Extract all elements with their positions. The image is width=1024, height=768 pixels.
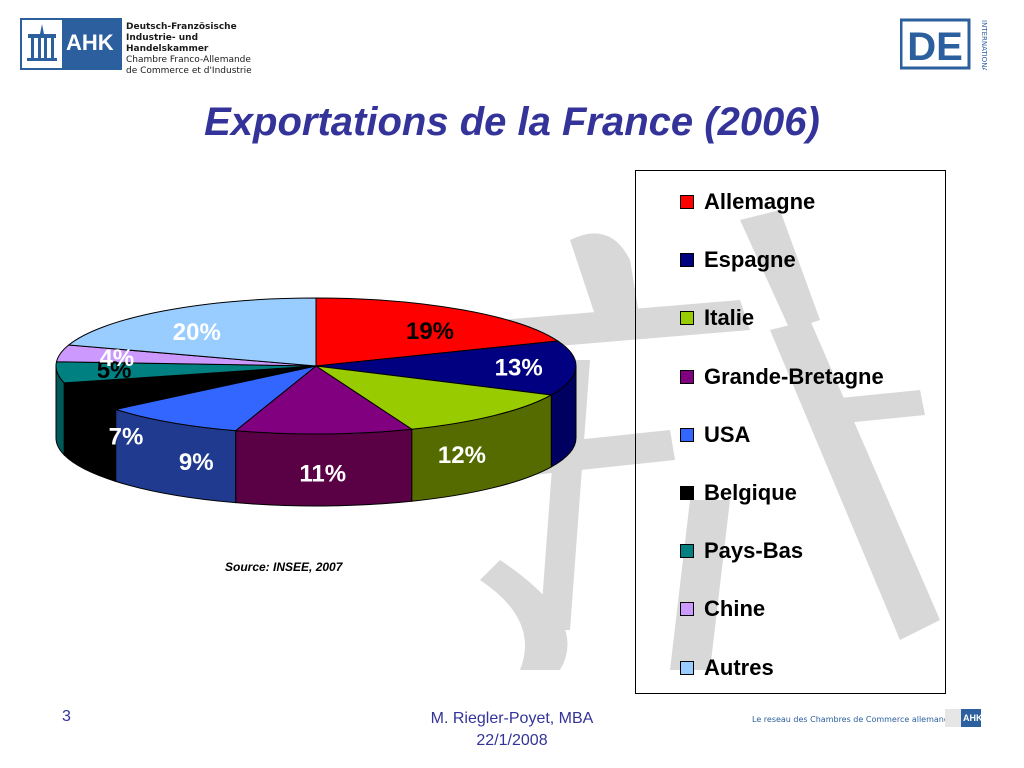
ahk-emblem: AHK [20, 18, 122, 70]
legend-label: Belgique [704, 480, 797, 505]
source-note: Source: INSEE, 2007 [225, 560, 343, 574]
footer-tagline: Le reseau des Chambres de Commerce allem… [752, 715, 959, 724]
pie-label-grande-bretagne: 11% [299, 461, 346, 488]
footer-author: M. Riegler-Poyet, MBA 22/1/2008 [380, 708, 644, 752]
legend-swatch [680, 253, 694, 268]
legend-swatch [680, 427, 694, 442]
pie-slice-grande-bretagne [234, 365, 414, 435]
legend-label: Espagne [704, 247, 796, 273]
footer-badge-text: AHK [963, 713, 983, 723]
legend-label: Allemagne [704, 189, 816, 214]
legend-label: USA [704, 421, 751, 447]
pie-label-pays-bas: 5% [97, 357, 132, 384]
legend-swatch [680, 195, 694, 209]
legend-label: Chine [704, 596, 766, 622]
footer-date: 22/1/2008 [476, 732, 548, 749]
pie-slice-espagne [315, 340, 577, 396]
legend-swatch [680, 544, 694, 559]
legend-label: Autres [704, 654, 774, 680]
page-number: 3 [62, 708, 71, 725]
pie-labels: 19% 13% 12% 11% 9% 7% 5%4% 20% [97, 318, 543, 488]
legend-swatch [680, 602, 694, 617]
de-international-logo: DE INTERNATIONAL [900, 18, 988, 70]
chart-legend: Allemagne Espagne Italie Grande-Bretagne USA… [635, 170, 946, 694]
pie-slice-allemagne [315, 297, 560, 367]
ahk-logo-line: Deutsch-Französische [126, 22, 237, 32]
de-logo-text: DE [907, 25, 963, 69]
pie-label-allemagne: 19% [406, 318, 454, 345]
footer-badge-accent [945, 709, 961, 727]
ahk-emblem-text: AHK [66, 30, 114, 55]
legend-swatch [680, 311, 694, 326]
pie-tops [55, 297, 577, 435]
footer-branding: Le reseau des Chambres de Commerce allem… [752, 709, 984, 729]
ahk-logo-line: de Commerce et d'Industrie [126, 66, 252, 76]
footer-author-name: M. Riegler-Poyet, MBA [430, 710, 594, 727]
ahk-emblem-monument-area [22, 20, 62, 68]
pie-slice-autres [67, 297, 317, 367]
pie-label-italie: 12% [438, 442, 486, 469]
pie-slice-usa [113, 365, 317, 432]
pie-slice-belgique [63, 365, 317, 410]
pie-slice-italie [315, 365, 553, 430]
legend-swatch [680, 660, 694, 675]
ahk-logo: AHK Deutsch-Französische Industrie- und … [20, 18, 252, 76]
legend-label: Italie [704, 305, 755, 331]
pie-label-autres: 20% [173, 319, 221, 346]
legend-label: Pays-Bas [704, 538, 804, 564]
pie-label-espagne: 13% [495, 354, 543, 381]
ahk-logo-text: Deutsch-Französische Industrie- und Hand… [126, 22, 252, 77]
legend-label: Grande-Bretagne [704, 363, 884, 389]
pie-label-belgique: 7% [109, 424, 144, 451]
pie-label-chine: 4% [99, 345, 134, 372]
ahk-logo-line: Chambre Franco-Allemande [126, 55, 251, 65]
de-logo-side-text: INTERNATIONAL [980, 20, 988, 70]
monument-icon [27, 24, 57, 61]
legend-swatch [680, 486, 694, 500]
ahk-logo-line: Industrie- und Handelskammer [126, 33, 209, 54]
slide-title: Exportations de la France (2006) [204, 100, 820, 144]
watermark-calligraphy [480, 210, 940, 670]
pie-sides [55, 365, 577, 507]
legend-swatch [680, 369, 694, 384]
pie-label-usa: 9% [179, 449, 214, 476]
footer-ahk-badge: AHK [945, 709, 983, 727]
